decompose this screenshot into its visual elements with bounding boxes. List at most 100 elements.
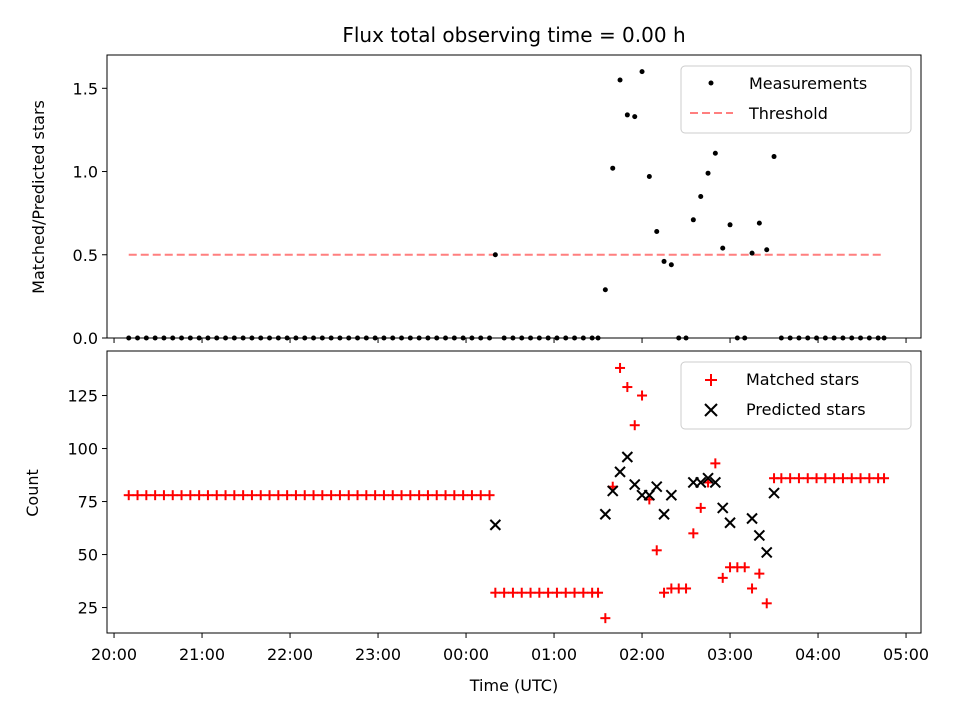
matched-star-point [387, 490, 398, 501]
matched-star-point [622, 382, 633, 393]
x-tick-label: 03:00 [707, 645, 753, 664]
y-tick-label-bottom: 75 [78, 493, 98, 512]
matched-star-point [776, 473, 787, 484]
matched-star-point [343, 490, 354, 501]
x-axis-label: Time (UTC) [469, 676, 558, 695]
x-tick-label: 02:00 [619, 645, 665, 664]
legend-bottom: Matched stars Predicted stars [680, 361, 912, 430]
measurement-point [705, 170, 711, 176]
measurement-point [764, 247, 770, 253]
measurement-point [712, 150, 718, 156]
predicted-star-point [658, 508, 670, 520]
y-axis-label-top: Matched/Predicted stars [29, 100, 48, 294]
matched-star-point [123, 490, 134, 501]
matched-star-point [150, 490, 161, 501]
predicted-star-point [695, 476, 707, 489]
matched-star-point [688, 528, 699, 539]
measurement-point [698, 194, 704, 199]
predicted-star-point [753, 529, 766, 542]
x-tick-label: 21:00 [179, 645, 225, 664]
legend-marker-measurements [708, 80, 714, 86]
predicted-star-point [614, 466, 626, 478]
predicted-star-point [768, 487, 780, 499]
predicted-star-point [599, 508, 612, 520]
matched-star-point [282, 490, 293, 501]
matched-star-point [695, 502, 706, 513]
matched-star-point [326, 490, 337, 501]
matched-star-point [681, 583, 692, 594]
measurement-point [720, 245, 726, 251]
measurement-point [624, 112, 630, 118]
x-axis-ticks-bottom: 20:00 21:00 22:00 23:00 00:00 01:00 02:00 03:00… [91, 633, 929, 664]
measurement-point [646, 174, 652, 180]
measurement-point [492, 252, 498, 258]
matched-star-point [202, 490, 213, 501]
matched-star-point [569, 587, 580, 598]
matched-star-point [747, 583, 758, 594]
matched-star-point [507, 587, 518, 598]
matched-star-point [820, 473, 831, 484]
matched-star-point [811, 473, 822, 484]
matched-star-point [651, 545, 662, 556]
matched-star-point [637, 390, 648, 401]
matched-star-point [246, 490, 257, 501]
legend-label-measurements: Measurements [749, 74, 867, 93]
legend-marker-predicted [704, 403, 718, 417]
matched-star-point [352, 490, 363, 501]
y-axis-label-bottom: Count [23, 469, 42, 517]
x-axis-ticks-top [113, 338, 907, 343]
matched-star-point [829, 473, 840, 484]
measurement-point [654, 228, 660, 234]
measurement-point [632, 114, 638, 120]
legend-label-matched: Matched stars [746, 370, 859, 389]
y-tick-label-top: 0.5 [73, 246, 98, 265]
x-tick-label: 23:00 [355, 645, 401, 664]
matched-star-point [560, 587, 571, 598]
y-tick-label-bottom: 50 [78, 546, 98, 565]
predicted-star-point [709, 476, 722, 489]
measurement-point [727, 222, 733, 228]
predicted-star-point [629, 478, 641, 491]
matched-star-point [785, 473, 796, 484]
measurement-point [690, 217, 696, 223]
matched-star-point [659, 587, 670, 598]
predicted-star-point [607, 485, 619, 497]
matched-star-point [132, 490, 143, 501]
matched-star-point [370, 490, 381, 501]
matched-star-point [466, 490, 477, 501]
y-tick-label-top: 1.5 [73, 79, 98, 98]
matched-star-point [855, 473, 866, 484]
y-tick-label-top: 1.0 [73, 163, 98, 182]
matched-star-point [484, 490, 495, 501]
measurement-point [749, 250, 755, 256]
matched-star-point [440, 490, 451, 501]
matched-star-point [308, 490, 319, 501]
plot-frame-bottom [106, 350, 922, 634]
matched-star-point [864, 473, 875, 484]
legend-top: Measurements Threshold [680, 65, 912, 134]
x-tick-label: 01:00 [531, 645, 577, 664]
matched-star-point [525, 587, 536, 598]
matched-star-point [317, 490, 328, 501]
matched-star-point [615, 362, 626, 373]
matched-star-point [475, 490, 486, 501]
matched-star-point [717, 572, 728, 583]
measurement-point [756, 220, 762, 226]
predicted-star-point [746, 512, 758, 525]
matched-star-point [158, 490, 169, 501]
matched-star-point [185, 490, 196, 501]
matched-star-point [141, 490, 152, 501]
y-tick-label-top: 0.0 [73, 329, 98, 348]
matched-star-point [490, 587, 501, 598]
x-tick-label: 05:00 [883, 645, 929, 664]
matched-star-point [793, 473, 804, 484]
matched-star-point [238, 490, 249, 501]
predicted-star-point [665, 489, 678, 501]
matched-star-point [761, 598, 772, 609]
matched-star-point [499, 587, 510, 598]
x-tick-label: 00:00 [443, 645, 489, 664]
matched-star-point [264, 490, 275, 501]
matched-star-point [396, 490, 407, 501]
y-axis-ticks-bottom: 25 50 75 100 125 [67, 387, 107, 618]
matched-star-point [334, 490, 345, 501]
